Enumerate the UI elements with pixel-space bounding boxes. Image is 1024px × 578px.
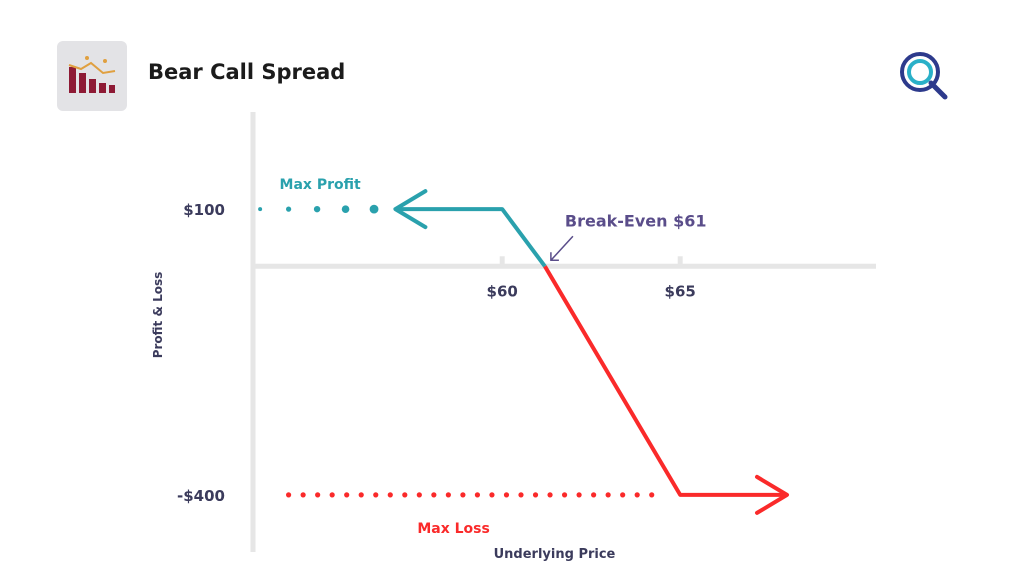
max-loss-dot bbox=[605, 492, 611, 498]
breakeven-label: Break-Even $61 bbox=[565, 211, 707, 230]
max-loss-dot bbox=[518, 492, 524, 498]
max-loss-dot bbox=[431, 492, 437, 498]
max-loss-dot bbox=[387, 492, 393, 498]
x-tick-label: $60 bbox=[487, 282, 518, 300]
max-profit-dot bbox=[341, 205, 350, 213]
max-loss-dot bbox=[460, 492, 466, 498]
max-loss-dot bbox=[358, 492, 364, 498]
max-profit-dot bbox=[258, 207, 263, 212]
max-profit-dot bbox=[286, 206, 292, 212]
x-tick-label: $65 bbox=[665, 282, 696, 300]
bear-market-bars-icon bbox=[68, 56, 116, 93]
max-loss-dot bbox=[620, 492, 626, 498]
y-tick-label: $100 bbox=[183, 201, 225, 219]
x-axis-label: Underlying Price bbox=[494, 547, 616, 562]
page-title: Bear Call Spread bbox=[148, 60, 346, 84]
breakeven-pointer-head bbox=[550, 252, 559, 262]
max-loss-dot bbox=[416, 492, 422, 498]
max-loss-dot bbox=[445, 492, 451, 498]
y-tick-labels: $100 -$400 bbox=[177, 201, 225, 505]
max-loss-dot bbox=[329, 492, 335, 498]
max-profit-dot bbox=[313, 205, 321, 213]
max-loss-dot bbox=[489, 492, 495, 498]
q-magnifier-logo-icon bbox=[900, 52, 948, 100]
max-loss-dot bbox=[532, 492, 539, 498]
max-loss-line bbox=[543, 265, 787, 497]
max-loss-dot bbox=[503, 492, 510, 498]
brand-logo bbox=[898, 50, 950, 102]
max-loss-dot bbox=[474, 492, 481, 498]
max-loss-dot bbox=[315, 492, 321, 498]
y-axis-label: Profit & Loss bbox=[151, 272, 165, 359]
max-loss-dot bbox=[547, 492, 553, 498]
dotted-guides bbox=[258, 204, 655, 498]
max-loss-dot bbox=[649, 492, 655, 498]
app-logo-tile bbox=[57, 41, 127, 111]
max-loss-dot bbox=[373, 492, 379, 498]
max-loss-dot bbox=[591, 492, 597, 498]
breakeven-pointer-line bbox=[550, 235, 574, 261]
max-profit-label: Max Profit bbox=[280, 177, 361, 193]
max-loss-dot bbox=[300, 492, 306, 498]
max-loss-dot bbox=[344, 492, 350, 498]
y-tick-label: -$400 bbox=[177, 487, 225, 505]
x-tick-marks: $60 $65 bbox=[487, 256, 696, 300]
max-loss-dot bbox=[561, 492, 568, 498]
max-loss-dot bbox=[402, 492, 408, 498]
max-loss-arrowhead bbox=[755, 474, 789, 515]
max-profit-line bbox=[395, 207, 547, 268]
max-profit-dot bbox=[369, 204, 379, 214]
max-loss-label: Max Loss bbox=[417, 521, 490, 537]
max-loss-dot bbox=[576, 492, 582, 498]
max-loss-dot bbox=[634, 492, 640, 498]
max-profit-arrowhead bbox=[393, 189, 428, 230]
max-loss-dot bbox=[286, 492, 292, 498]
